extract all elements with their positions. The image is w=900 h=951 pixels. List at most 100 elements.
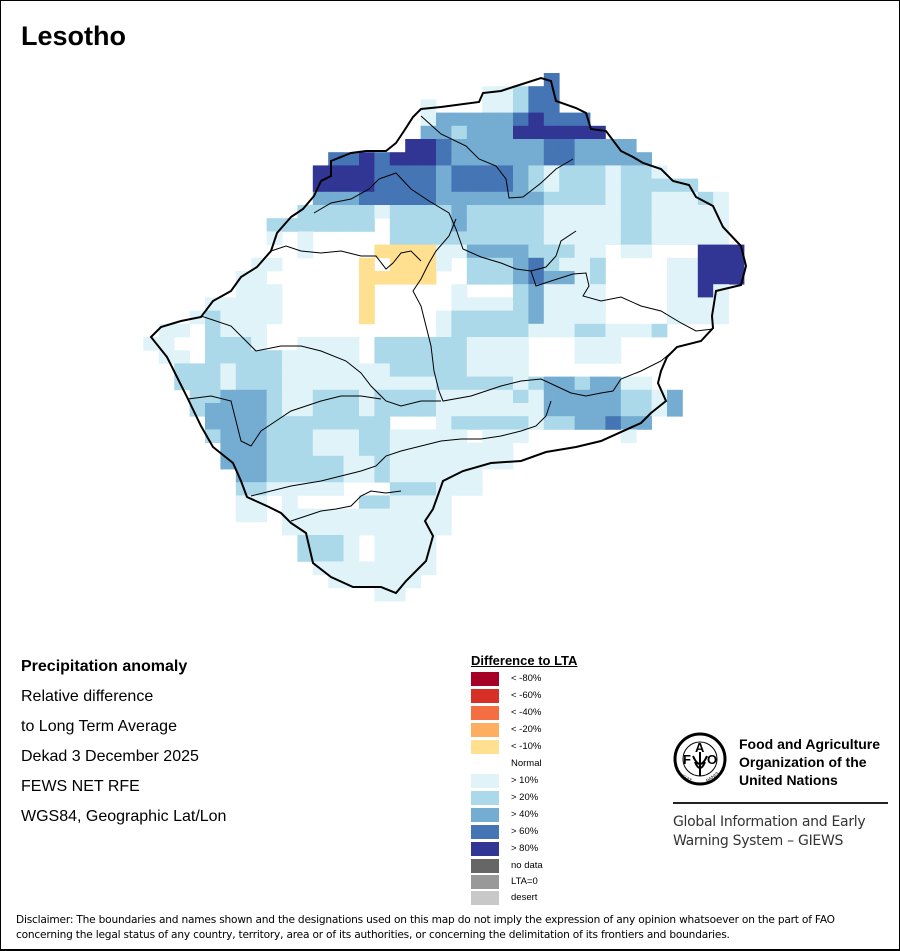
anomaly-cell [297, 416, 314, 430]
anomaly-cell [251, 310, 267, 325]
anomaly-cell [636, 231, 652, 245]
anomaly-cell [528, 205, 545, 219]
anomaly-cell [574, 350, 591, 364]
anomaly-cell [328, 548, 344, 562]
anomaly-cell [436, 337, 452, 351]
anomaly-cell [235, 310, 252, 325]
anomaly-cell [559, 310, 575, 325]
anomaly-cell [513, 257, 529, 272]
anomaly-cell [343, 508, 360, 523]
anomaly-cell [497, 112, 514, 127]
anomaly-cell [389, 495, 406, 509]
anomaly-cell [605, 152, 622, 166]
legend-swatch [471, 723, 499, 737]
anomaly-cell [528, 323, 545, 338]
anomaly-cell [497, 99, 514, 113]
legend-swatch [471, 825, 499, 839]
anomaly-cell [251, 455, 267, 470]
anomaly-cell [436, 125, 452, 140]
anomaly-cell [482, 125, 498, 140]
anomaly-cell [513, 416, 529, 430]
anomaly-cell [405, 495, 421, 509]
anomaly-cell [328, 205, 344, 219]
anomaly-cell [620, 178, 637, 193]
anomaly-cell [667, 284, 683, 298]
anomaly-cell [251, 416, 267, 430]
anomaly-cell [559, 218, 575, 232]
anomaly-cell [620, 218, 637, 232]
anomaly-cell [205, 403, 221, 417]
anomaly-cell [543, 284, 560, 298]
anomaly-cell [405, 363, 421, 377]
anomaly-cell [374, 508, 391, 523]
anomaly-cell [312, 416, 329, 430]
anomaly-cell [497, 152, 514, 166]
anomaly-cell [651, 218, 668, 232]
anomaly-cell [497, 337, 514, 351]
legend-item: < -80% [471, 672, 671, 686]
anomaly-cell [251, 376, 267, 391]
anomaly-cell [297, 508, 314, 523]
anomaly-cell [559, 112, 575, 127]
svg-text:F: F [683, 752, 691, 767]
anomaly-cell [590, 257, 606, 272]
anomaly-cell [420, 561, 437, 575]
anomaly-cell [343, 363, 360, 377]
anomaly-cell [620, 152, 637, 166]
anomaly-cell [405, 205, 421, 219]
anomaly-cell [343, 350, 360, 364]
anomaly-cell [374, 271, 391, 285]
anomaly-cell [497, 165, 514, 179]
anomaly-cell [620, 231, 637, 245]
anomaly-cell [559, 297, 575, 311]
anomaly-cell [543, 112, 560, 127]
anomaly-cell [405, 455, 421, 470]
anomaly-cell [297, 376, 314, 391]
anomaly-cell [374, 455, 391, 470]
fao-name-line1: Food and Agriculture [739, 736, 881, 752]
anomaly-cell [359, 403, 375, 417]
anomaly-cell [389, 205, 406, 219]
anomaly-cell [667, 403, 683, 417]
anomaly-cell [328, 482, 344, 496]
anomaly-cell [513, 218, 529, 232]
anomaly-cell [436, 165, 452, 179]
legend-label: > 80% [511, 843, 539, 854]
anomaly-cell [297, 337, 314, 351]
anomaly-cell [513, 139, 529, 153]
anomaly-cell [651, 191, 668, 206]
anomaly-cell [297, 482, 314, 496]
anomaly-cell [312, 376, 329, 391]
legend-item: > 80% [471, 842, 671, 856]
anomaly-cell [590, 403, 606, 417]
anomaly-cell [574, 165, 591, 179]
anomaly-cell [282, 403, 298, 417]
anomaly-cell [620, 403, 637, 417]
anomaly-cell [389, 244, 406, 259]
anomaly-cell [420, 218, 437, 232]
anomaly-cell [266, 310, 283, 325]
anomaly-cell [543, 310, 560, 325]
anomaly-cell [420, 99, 437, 113]
anomaly-cell [605, 231, 622, 245]
anomaly-cell [559, 389, 575, 404]
anomaly-cell [590, 271, 606, 285]
anomaly-cell [436, 403, 452, 417]
anomaly-cell [605, 178, 622, 193]
district-boundary [187, 395, 382, 447]
anomaly-cell [220, 310, 237, 325]
anomaly-cell [451, 125, 468, 140]
anomaly-cell [374, 363, 391, 377]
anomaly-cell [328, 416, 344, 430]
anomaly-cell [328, 165, 344, 179]
anomaly-cell [174, 323, 190, 338]
anomaly-cell [682, 257, 699, 272]
anomaly-cell [389, 521, 406, 536]
anomaly-cell [328, 469, 344, 483]
anomaly-cell [543, 152, 560, 166]
anomaly-cell [359, 574, 375, 589]
anomaly-cell [682, 205, 699, 219]
anomaly-cell [590, 191, 606, 206]
anomaly-cell [374, 495, 391, 509]
anomaly-cell [266, 469, 283, 483]
